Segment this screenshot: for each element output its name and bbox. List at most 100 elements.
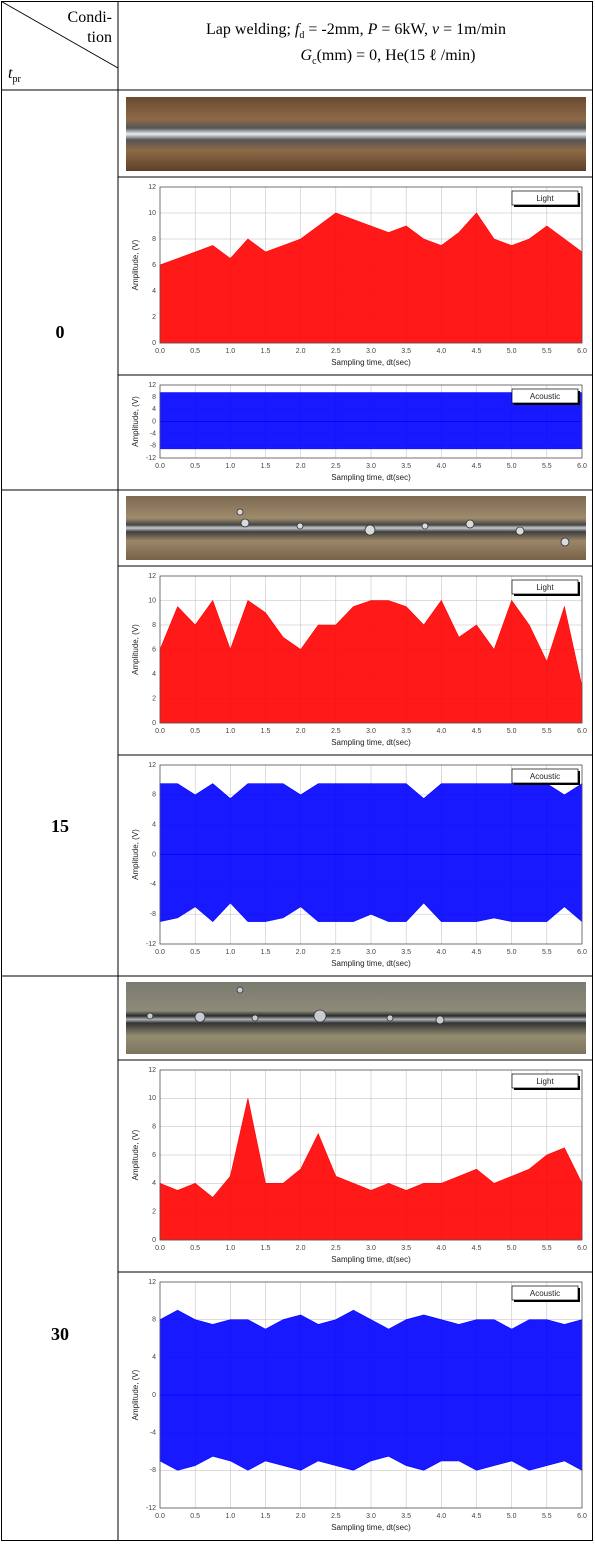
y-tick-label: 0 bbox=[152, 1392, 156, 1399]
x-tick-label: 5.0 bbox=[507, 1513, 517, 1520]
legend-label: Light bbox=[536, 194, 554, 203]
x-tick-label: 2.5 bbox=[331, 1513, 341, 1520]
y-tick-label: 8 bbox=[152, 792, 156, 799]
y-tick-label: 2 bbox=[152, 1209, 156, 1216]
x-tick-label: 3.5 bbox=[401, 463, 411, 470]
y-tick-label: 6 bbox=[152, 262, 156, 269]
y-tick-label: -4 bbox=[150, 881, 156, 888]
x-axis-label: Sampling time, dt(sec) bbox=[331, 959, 411, 968]
weld-photo bbox=[126, 97, 586, 171]
x-tick-label: 2.0 bbox=[296, 1245, 306, 1252]
spatter bbox=[146, 986, 445, 1025]
y-tick-label: 10 bbox=[148, 1095, 156, 1102]
signal-area bbox=[159, 1098, 583, 1241]
y-axis-label: Amplitude, (V) bbox=[131, 239, 140, 290]
x-tick-label: 2.5 bbox=[331, 463, 341, 470]
y-tick-label: 10 bbox=[148, 210, 156, 217]
legend-box bbox=[511, 388, 579, 404]
y-axis-label: Amplitude, (V) bbox=[131, 396, 140, 447]
subscript: c bbox=[312, 56, 317, 67]
x-tick-label: 3.0 bbox=[366, 949, 376, 956]
x-tick-label: 2.0 bbox=[296, 463, 306, 470]
x-tick-label: 1.0 bbox=[225, 949, 235, 956]
y-tick-label: 6 bbox=[152, 646, 156, 653]
header-text: P bbox=[367, 21, 378, 38]
y-tick-label: 2 bbox=[152, 314, 156, 321]
x-tick-label: 5.5 bbox=[542, 463, 552, 470]
header-text: = 1m/min bbox=[439, 21, 506, 38]
y-tick-label: 0 bbox=[152, 418, 156, 425]
x-tick-label: 6.0 bbox=[577, 949, 587, 956]
y-tick-label: 8 bbox=[152, 1317, 156, 1324]
x-tick-label: 0.5 bbox=[190, 348, 200, 355]
signal-area bbox=[159, 783, 583, 855]
y-tick-label: 4 bbox=[152, 1180, 156, 1187]
y-tick-label: 12 bbox=[148, 184, 156, 191]
y-tick-label: 8 bbox=[152, 236, 156, 243]
x-tick-label: 3.0 bbox=[366, 463, 376, 470]
legend-box bbox=[511, 190, 579, 206]
header-text: (mm) = 0, He(15 ℓ /min) bbox=[317, 47, 476, 64]
x-tick-label: 1.5 bbox=[261, 949, 271, 956]
y-axis-label: Amplitude, (V) bbox=[131, 624, 140, 675]
x-axis-label: Sampling time, dt(sec) bbox=[331, 358, 411, 367]
x-tick-label: 2.5 bbox=[331, 1245, 341, 1252]
x-tick-label: 4.0 bbox=[436, 949, 446, 956]
y-tick-label: 8 bbox=[152, 622, 156, 629]
x-tick-label: 5.5 bbox=[542, 1513, 552, 1520]
charts: 0 2 4 6 8 10 12 0.0 0.5 1.0 1.5 2.0 2.5 3.0 3.5 4.0 4.5 5… bbox=[131, 184, 587, 1532]
y-tick-label: 0 bbox=[152, 851, 156, 858]
legend-box bbox=[511, 1073, 579, 1089]
y-tick-label: 2 bbox=[152, 695, 156, 702]
x-tick-label: 5.0 bbox=[507, 949, 517, 956]
subscript: d bbox=[299, 30, 304, 41]
signal-area bbox=[159, 854, 583, 923]
x-tick-label: 5.5 bbox=[542, 1245, 552, 1252]
header-text: v bbox=[432, 21, 440, 38]
x-tick-label: 4.5 bbox=[472, 1513, 482, 1520]
y-tick-label: 12 bbox=[148, 1067, 156, 1074]
y-tick-label: 12 bbox=[148, 762, 156, 769]
x-tick-label: 5.0 bbox=[507, 1245, 517, 1252]
corner-text: Condi- bbox=[68, 9, 112, 26]
x-tick-label: 2.0 bbox=[296, 1513, 306, 1520]
x-tick-label: 4.0 bbox=[436, 1245, 446, 1252]
x-tick-label: 6.0 bbox=[577, 1513, 587, 1520]
weld-photo bbox=[126, 496, 586, 560]
x-tick-label: 0.0 bbox=[155, 1513, 165, 1520]
x-tick-label: 1.5 bbox=[261, 1245, 271, 1252]
x-tick-label: 3.5 bbox=[401, 728, 411, 735]
x-tick-label: 3.0 bbox=[366, 348, 376, 355]
x-tick-label: 0.0 bbox=[155, 348, 165, 355]
corner-text: tpr bbox=[8, 65, 21, 85]
y-tick-label: -4 bbox=[150, 431, 156, 438]
header-text: f bbox=[295, 21, 302, 38]
x-tick-label: 6.0 bbox=[577, 1245, 587, 1252]
x-tick-label: 0.5 bbox=[190, 728, 200, 735]
y-tick-label: -8 bbox=[150, 443, 156, 450]
x-tick-label: 4.5 bbox=[472, 728, 482, 735]
signal-area bbox=[159, 599, 583, 724]
x-axis-label: Sampling time, dt(sec) bbox=[331, 1255, 411, 1264]
legend-label: Light bbox=[536, 1077, 554, 1086]
y-tick-label: -8 bbox=[150, 911, 156, 918]
x-tick-label: 0.0 bbox=[155, 463, 165, 470]
subscript: pr bbox=[12, 74, 21, 85]
x-tick-label: 4.5 bbox=[472, 949, 482, 956]
plot-frame bbox=[159, 764, 583, 945]
y-tick-label: 4 bbox=[152, 671, 156, 678]
symbol: t bbox=[8, 65, 13, 82]
y-tick-label: -8 bbox=[150, 1467, 156, 1474]
x-tick-label: 0.5 bbox=[190, 1245, 200, 1252]
y-tick-label: 8 bbox=[152, 1124, 156, 1131]
x-tick-label: 0.5 bbox=[190, 949, 200, 956]
x-tick-label: 3.5 bbox=[401, 348, 411, 355]
y-tick-label: -12 bbox=[146, 455, 156, 462]
y-tick-label: 12 bbox=[148, 382, 156, 389]
legend-box bbox=[511, 1285, 579, 1301]
legend-label: Acoustic bbox=[530, 772, 560, 781]
plot-frame bbox=[159, 384, 583, 459]
y-tick-label: -4 bbox=[150, 1430, 156, 1437]
x-axis-label: Sampling time, dt(sec) bbox=[331, 473, 411, 482]
